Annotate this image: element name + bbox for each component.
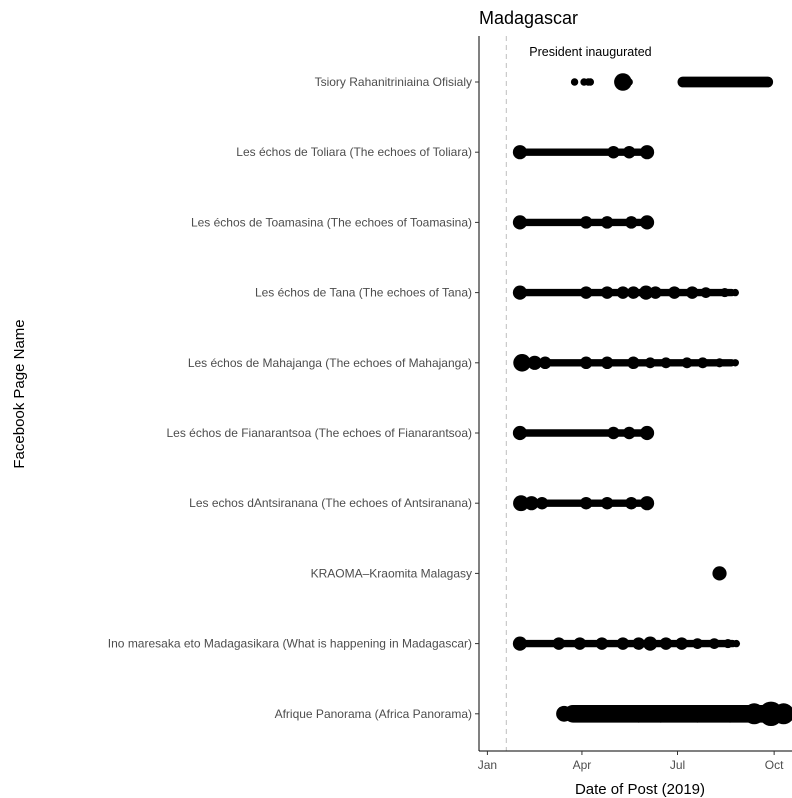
data-point bbox=[731, 288, 739, 297]
data-point bbox=[570, 78, 579, 86]
data-point bbox=[675, 637, 688, 650]
data-point bbox=[579, 356, 593, 370]
data-point bbox=[607, 426, 620, 440]
data-point bbox=[731, 359, 739, 367]
data-points bbox=[512, 73, 792, 726]
data-point bbox=[644, 357, 656, 369]
chart-title: Madagascar bbox=[479, 8, 578, 28]
point-run bbox=[677, 76, 774, 88]
data-point bbox=[639, 145, 655, 160]
x-tick-label: Jul bbox=[670, 758, 685, 772]
data-point bbox=[614, 73, 632, 91]
data-point bbox=[639, 425, 655, 441]
data-point bbox=[600, 496, 614, 510]
data-point bbox=[600, 286, 614, 299]
range-bands bbox=[519, 76, 792, 723]
data-point bbox=[579, 286, 593, 299]
y-tick-label: Les échos de Toamasina (The echoes of To… bbox=[191, 215, 472, 229]
data-point bbox=[632, 637, 645, 650]
data-point bbox=[732, 639, 741, 648]
data-point bbox=[527, 355, 542, 370]
data-point bbox=[625, 78, 633, 86]
data-point bbox=[692, 638, 703, 649]
data-point bbox=[622, 145, 636, 159]
data-point bbox=[627, 286, 640, 299]
data-point bbox=[573, 637, 587, 650]
data-point bbox=[714, 358, 725, 368]
plot-area bbox=[505, 36, 792, 751]
x-tick-label: Oct bbox=[765, 758, 784, 772]
y-tick-label: Les échos de Toliara (The echoes of Toli… bbox=[236, 145, 472, 159]
data-point bbox=[600, 216, 614, 229]
data-point bbox=[659, 637, 673, 650]
data-point bbox=[556, 705, 573, 722]
data-point bbox=[720, 288, 730, 298]
y-tick-label: Ino maresaka eto Madagasikara (What is h… bbox=[108, 637, 472, 651]
data-point bbox=[579, 496, 593, 510]
data-point bbox=[708, 638, 720, 649]
data-point bbox=[629, 705, 648, 723]
data-point bbox=[649, 286, 662, 299]
data-point bbox=[625, 496, 638, 510]
data-point bbox=[512, 145, 528, 160]
data-point bbox=[668, 286, 681, 299]
data-point bbox=[660, 357, 672, 369]
data-point bbox=[627, 356, 640, 370]
data-point bbox=[651, 705, 670, 723]
data-point bbox=[513, 495, 529, 512]
data-point bbox=[625, 216, 638, 229]
y-tick-label: Les echos dAntsiranana (The echoes of An… bbox=[189, 496, 472, 510]
data-point bbox=[607, 145, 620, 159]
y-tick-label: Afrique Panorama (Africa Panorama) bbox=[275, 707, 472, 721]
data-point bbox=[685, 286, 699, 299]
data-point bbox=[579, 216, 593, 229]
y-tick-label: Les échos de Fianarantsoa (The echoes of… bbox=[166, 426, 472, 440]
data-point bbox=[552, 637, 566, 650]
x-axis-title: Date of Post (2019) bbox=[575, 781, 705, 798]
y-tick-label: Les échos de Tana (The echoes of Tana) bbox=[255, 286, 472, 300]
data-point bbox=[512, 215, 528, 230]
data-point bbox=[622, 426, 636, 440]
data-point bbox=[639, 496, 655, 511]
data-point bbox=[712, 566, 727, 581]
data-point bbox=[773, 703, 792, 725]
data-point bbox=[512, 285, 528, 300]
data-point bbox=[697, 357, 709, 369]
x-tick-label: Apr bbox=[573, 758, 592, 772]
x-axis-ticks: Jan Apr Jul Oct bbox=[478, 751, 784, 772]
data-point bbox=[524, 496, 539, 511]
data-point bbox=[723, 639, 733, 649]
data-point bbox=[616, 286, 630, 299]
data-point bbox=[595, 637, 609, 650]
data-point bbox=[538, 356, 552, 370]
y-tick-label: Les échos de Mahajanga (The echoes of Ma… bbox=[188, 356, 472, 370]
data-point bbox=[586, 78, 595, 86]
data-point bbox=[681, 357, 693, 369]
y-tick-label: Tsiory Rahanitriniaina Ofisialy bbox=[315, 75, 472, 89]
data-point bbox=[535, 496, 549, 510]
data-point bbox=[700, 287, 712, 298]
y-tick-label: KRAOMA–Kraomita Malagasy bbox=[311, 566, 472, 580]
data-point bbox=[721, 705, 739, 723]
data-point bbox=[643, 636, 658, 651]
data-point bbox=[688, 705, 707, 723]
data-point bbox=[743, 703, 765, 725]
data-point bbox=[600, 356, 614, 370]
y-axis-ticks: Tsiory Rahanitriniaina Ofisialy Les échos… bbox=[108, 75, 479, 721]
y-axis-title: Facebook Page Name bbox=[11, 319, 28, 468]
data-point bbox=[512, 425, 528, 441]
data-point bbox=[639, 215, 655, 230]
data-point bbox=[638, 285, 654, 300]
data-point bbox=[513, 354, 531, 372]
x-tick-label: Jan bbox=[478, 758, 497, 772]
data-point bbox=[616, 637, 630, 650]
inauguration-annotation: President inaugurated bbox=[529, 45, 651, 59]
data-point bbox=[512, 636, 528, 651]
